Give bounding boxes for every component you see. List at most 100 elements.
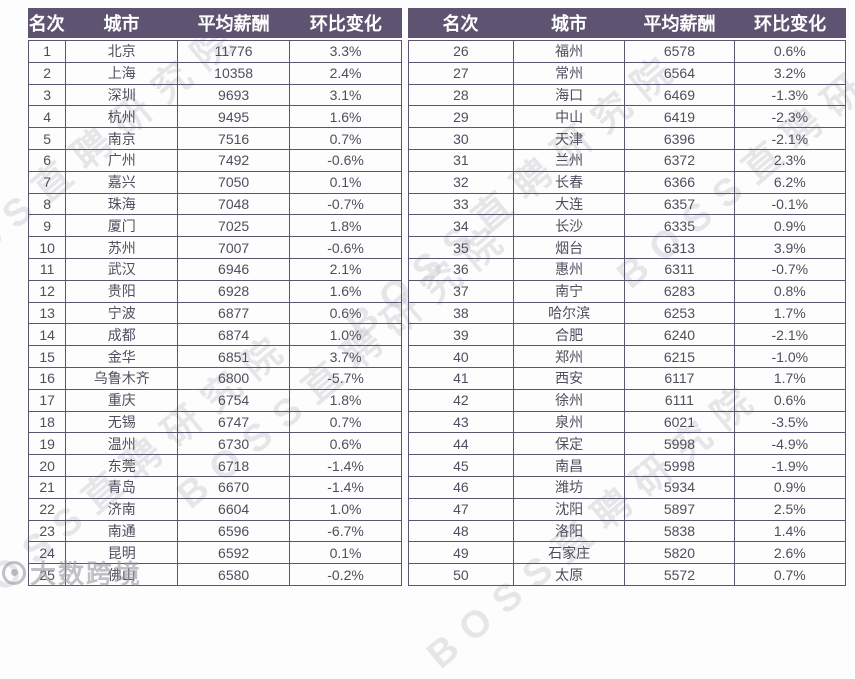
salary-cell: 6335 xyxy=(624,214,735,238)
rank-cell: 6 xyxy=(27,148,67,172)
rank-cell: 2 xyxy=(27,61,67,85)
city-cell: 西安 xyxy=(512,366,626,390)
salary-cell: 6578 xyxy=(624,40,735,63)
table-row: 10 苏州 7007 -0.6% xyxy=(27,236,402,259)
change-cell: -1.4% xyxy=(289,454,402,477)
salary-cell: 5897 xyxy=(624,497,735,521)
rank-cell: 49 xyxy=(408,541,514,565)
change-cell: 1.6% xyxy=(289,279,402,303)
change-cell: -4.9% xyxy=(733,432,847,456)
change-cell: 6.2% xyxy=(733,170,847,194)
change-cell: -1.0% xyxy=(733,345,847,368)
city-cell: 徐州 xyxy=(512,388,626,412)
city-cell: 武汉 xyxy=(65,257,179,281)
salary-cell: 5838 xyxy=(624,519,735,543)
rank-cell: 38 xyxy=(408,301,514,325)
table-row: 43 泉州 6021 -3.5% xyxy=(408,410,847,434)
change-cell: 3.2% xyxy=(733,61,847,85)
rank-cell: 27 xyxy=(408,61,514,85)
salary-cell: 6240 xyxy=(624,323,735,347)
header-rank: 名次 xyxy=(28,14,65,34)
change-cell: 0.6% xyxy=(733,40,847,63)
rank-cell: 17 xyxy=(27,388,67,412)
rank-cell: 8 xyxy=(27,192,67,216)
table-row: 23 南通 6596 -6.7% xyxy=(27,519,402,543)
change-cell: 0.9% xyxy=(733,214,847,238)
table-body: 26 福州 6578 0.6% 27 常州 6564 3.2% 28 海口 6469 -1.3% 29 中… xyxy=(408,40,847,586)
change-cell: -0.7% xyxy=(733,257,847,281)
table-row: 9 厦门 7025 1.8% xyxy=(27,214,402,238)
change-cell: 2.5% xyxy=(733,497,847,521)
city-cell: 青岛 xyxy=(65,475,179,499)
salary-cell: 5934 xyxy=(624,475,735,499)
salary-cell: 7492 xyxy=(177,148,291,172)
salary-cell: 7007 xyxy=(177,236,291,259)
salary-cell: 6604 xyxy=(177,497,291,521)
change-cell: -1.3% xyxy=(733,83,847,107)
salary-cell: 7516 xyxy=(177,127,291,150)
rank-cell: 42 xyxy=(408,388,514,412)
table-row: 28 海口 6469 -1.3% xyxy=(408,83,847,107)
rank-cell: 32 xyxy=(408,170,514,194)
change-cell: 0.6% xyxy=(289,432,402,456)
table-row: 20 东莞 6718 -1.4% xyxy=(27,454,402,477)
rank-cell: 7 xyxy=(27,170,67,194)
change-cell: -2.1% xyxy=(733,127,847,150)
table-row: 29 中山 6419 -2.3% xyxy=(408,105,847,129)
table-row: 45 南昌 5998 -1.9% xyxy=(408,454,847,477)
change-cell: 0.1% xyxy=(289,170,402,194)
salary-cell: 7050 xyxy=(177,170,291,194)
salary-cell: 5998 xyxy=(624,454,735,477)
salary-cell: 6564 xyxy=(624,61,735,85)
city-cell: 海口 xyxy=(512,83,626,107)
change-cell: -3.5% xyxy=(733,410,847,434)
change-cell: -0.1% xyxy=(733,192,847,216)
city-cell: 乌鲁木齐 xyxy=(65,366,179,390)
city-cell: 福州 xyxy=(512,40,626,63)
rank-cell: 46 xyxy=(408,475,514,499)
change-cell: -0.2% xyxy=(289,563,402,586)
salary-cell: 5820 xyxy=(624,541,735,565)
table-row: 6 广州 7492 -0.6% xyxy=(27,148,402,172)
change-cell: -0.7% xyxy=(289,192,402,216)
table-row: 30 天津 6396 -2.1% xyxy=(408,127,847,150)
rank-cell: 30 xyxy=(408,127,514,150)
table-row: 11 武汉 6946 2.1% xyxy=(27,257,402,281)
city-cell: 上海 xyxy=(65,61,179,85)
salary-cell: 6396 xyxy=(624,127,735,150)
salary-cell: 6592 xyxy=(177,541,291,565)
salary-cell: 6313 xyxy=(624,236,735,259)
rank-cell: 34 xyxy=(408,214,514,238)
rank-cell: 14 xyxy=(27,323,67,347)
rank-cell: 13 xyxy=(27,301,67,325)
table-row: 31 兰州 6372 2.3% xyxy=(408,148,847,172)
table-row: 48 洛阳 5838 1.4% xyxy=(408,519,847,543)
site-watermark-logo-icon xyxy=(2,560,26,585)
city-cell: 泉州 xyxy=(512,410,626,434)
salary-cell: 6754 xyxy=(177,388,291,412)
table-row: 44 保定 5998 -4.9% xyxy=(408,432,847,456)
salary-cell: 6253 xyxy=(624,301,735,325)
rank-cell: 10 xyxy=(27,236,67,259)
city-cell: 苏州 xyxy=(65,236,179,259)
rank-cell: 33 xyxy=(408,192,514,216)
table-row: 33 大连 6357 -0.1% xyxy=(408,192,847,216)
table-row: 38 哈尔滨 6253 1.7% xyxy=(408,301,847,325)
change-cell: 0.6% xyxy=(289,301,402,325)
rank-cell: 15 xyxy=(27,345,67,368)
table-row: 7 嘉兴 7050 0.1% xyxy=(27,170,402,194)
city-cell: 天津 xyxy=(512,127,626,150)
header-change: 环比变化 xyxy=(309,14,382,34)
table-row: 15 金华 6851 3.7% xyxy=(27,345,402,368)
change-cell: 3.3% xyxy=(289,40,402,63)
city-cell: 惠州 xyxy=(512,257,626,281)
table-row: 16 乌鲁木齐 6800 -5.7% xyxy=(27,366,402,390)
header-salary: 平均薪酬 xyxy=(197,14,270,34)
rank-cell: 37 xyxy=(408,279,514,303)
salary-cell: 11776 xyxy=(177,40,291,63)
salary-cell: 6730 xyxy=(177,432,291,456)
rank-cell: 9 xyxy=(27,214,67,238)
city-cell: 珠海 xyxy=(65,192,179,216)
city-cell: 南通 xyxy=(65,519,179,543)
rank-cell: 1 xyxy=(27,40,67,63)
